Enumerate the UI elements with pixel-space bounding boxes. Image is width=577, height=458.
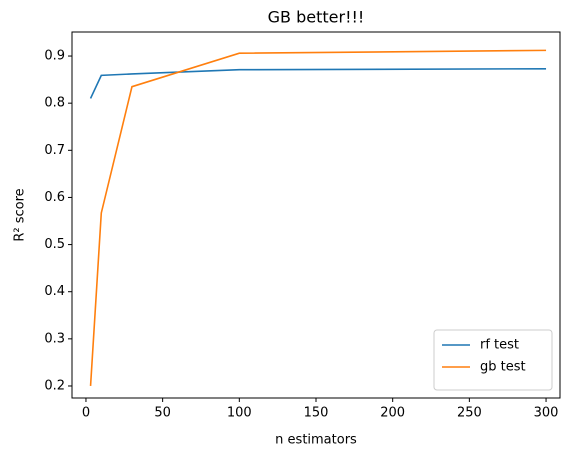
chart-title: GB better!!!	[268, 8, 365, 27]
x-tick-label: 50	[154, 406, 171, 421]
y-tick-label: 0.3	[44, 331, 65, 346]
series-line	[89, 67, 547, 99]
y-tick-label: 0.6	[44, 190, 65, 205]
plot-frame	[71, 31, 561, 399]
x-tick-label: 150	[304, 406, 329, 421]
x-tick-label: 250	[457, 406, 482, 421]
legend-label: rf test	[480, 338, 519, 353]
y-tick-label: 0.2	[44, 378, 65, 393]
x-tick-label: 200	[380, 406, 405, 421]
y-tick-label: 0.4	[44, 284, 65, 299]
y-axis-label: R² score	[13, 188, 28, 241]
x-tick-label: 0	[82, 406, 90, 421]
y-tick-label: 0.8	[44, 96, 65, 111]
x-tick-label: 300	[534, 406, 559, 421]
y-tick-label: 0.7	[44, 143, 65, 158]
y-tick-label: 0.5	[44, 237, 65, 252]
y-tick-label: 0.9	[44, 49, 65, 64]
legend-label: gb test	[480, 360, 526, 375]
x-axis-label: n estimators	[275, 433, 357, 448]
series-line	[89, 49, 547, 387]
x-tick-label: 100	[227, 406, 252, 421]
